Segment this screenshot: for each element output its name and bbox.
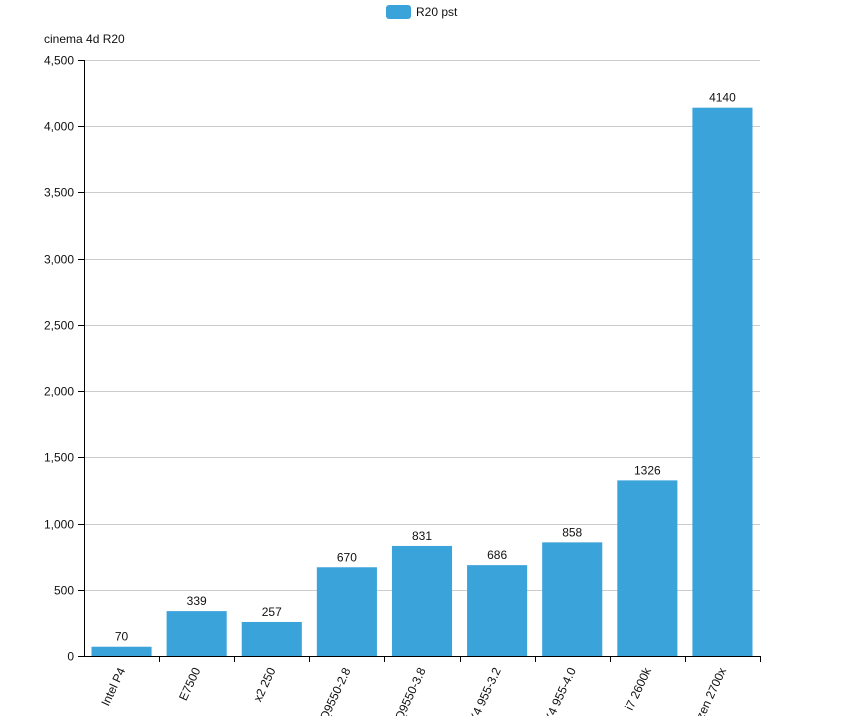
x-tick-label: x2 250 xyxy=(251,665,279,704)
bar xyxy=(467,565,528,656)
data-label: 670 xyxy=(337,550,357,564)
legend-swatch xyxy=(386,5,411,19)
bar xyxy=(542,542,603,656)
data-label: 4140 xyxy=(709,91,736,105)
bar xyxy=(391,545,453,656)
data-label: 1326 xyxy=(634,463,661,477)
data-label: 339 xyxy=(187,594,207,608)
y-tick-label: 4,000 xyxy=(44,120,74,134)
y-tick-label: 3,000 xyxy=(44,253,74,267)
y-tick-label: 3,500 xyxy=(44,186,74,200)
y-tick-label: 500 xyxy=(54,584,74,598)
bar xyxy=(617,480,678,656)
data-label: 257 xyxy=(262,605,282,619)
bar xyxy=(692,107,753,657)
data-label: 858 xyxy=(562,525,582,539)
x-tick-label: i7 2600k xyxy=(622,664,654,712)
y-axis-label: cinema 4d R20 xyxy=(44,32,125,46)
bar xyxy=(166,611,227,656)
bar xyxy=(316,567,377,656)
x-tick-label: E7500 xyxy=(176,665,203,703)
y-tick-label: 0 xyxy=(67,650,74,664)
bar xyxy=(241,621,302,656)
y-tick-label: 2,500 xyxy=(44,319,74,333)
x-tick-label: X4 955-4.0 xyxy=(541,665,579,716)
data-label: 70 xyxy=(115,630,129,644)
x-tick-label: Intel P4 xyxy=(98,665,128,708)
data-label: 831 xyxy=(412,529,432,543)
bar xyxy=(91,646,152,656)
y-tick-label: 2,000 xyxy=(44,385,74,399)
x-tick-label: X4 955-3.2 xyxy=(466,665,504,716)
y-tick-label: 1,000 xyxy=(44,518,74,532)
legend[interactable]: R20 pst xyxy=(386,5,458,19)
legend-label: R20 pst xyxy=(416,5,458,19)
x-tick-label: zen 2700x xyxy=(693,665,729,716)
x-tick-label: Q9550-3.8 xyxy=(392,665,429,716)
data-label: 686 xyxy=(487,548,507,562)
y-tick-label: 4,500 xyxy=(44,54,74,68)
x-tick-label: Q9550-2.8 xyxy=(317,665,354,716)
y-tick-label: 1,500 xyxy=(44,451,74,465)
